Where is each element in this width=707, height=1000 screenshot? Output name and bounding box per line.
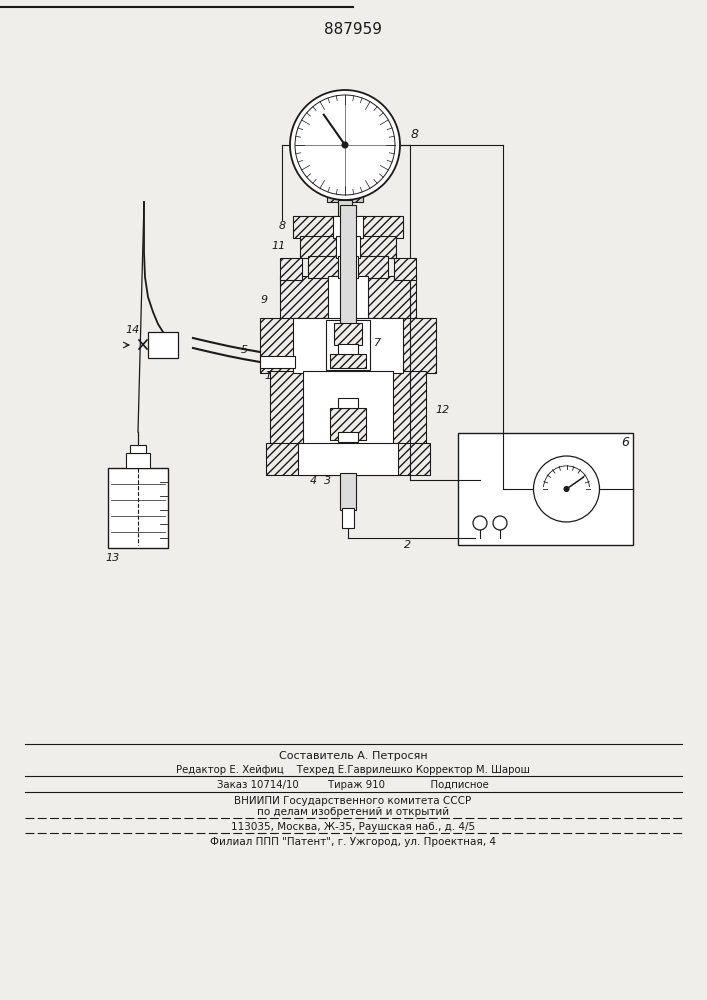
Bar [336, 236, 360, 258]
Text: 8: 8 [411, 128, 419, 141]
Bar [266, 443, 430, 475]
Bar [303, 371, 393, 445]
Bar [293, 318, 403, 373]
Bar [334, 323, 362, 345]
Bar [338, 200, 352, 222]
Bar [333, 216, 363, 238]
Bar [338, 398, 358, 408]
Bar [327, 192, 363, 202]
Circle shape [342, 142, 348, 148]
Bar [338, 256, 358, 278]
Text: 9: 9 [261, 295, 268, 305]
Text: Редактор Е. Хейфиц    Техред Е.Гаврилешко Корректор М. Шарош: Редактор Е. Хейфиц Техред Е.Гаврилешко К… [176, 765, 530, 775]
Bar [270, 371, 426, 445]
Bar [148, 332, 178, 358]
Text: 5: 5 [241, 345, 248, 355]
Bar [298, 443, 398, 475]
Bar [260, 356, 295, 368]
Text: 4: 4 [310, 476, 317, 486]
Circle shape [473, 516, 487, 530]
Bar [340, 220, 350, 240]
Bar [340, 473, 356, 510]
Bar [280, 276, 416, 320]
Text: 113035, Москва, Ж-35, Раушская наб., д. 4/5: 113035, Москва, Ж-35, Раушская наб., д. … [231, 822, 475, 832]
Bar [338, 344, 358, 354]
Bar [300, 236, 396, 258]
Text: 7: 7 [375, 338, 382, 348]
Bar [280, 258, 302, 280]
Bar [130, 445, 146, 453]
Circle shape [493, 516, 507, 530]
Bar [293, 216, 403, 238]
Circle shape [534, 456, 600, 522]
Circle shape [295, 95, 395, 195]
Text: 10: 10 [282, 262, 296, 272]
Text: Заказ 10714/10         Тираж 910              Подписное: Заказ 10714/10 Тираж 910 Подписное [217, 780, 489, 790]
Bar [108, 468, 168, 548]
Bar [260, 318, 436, 373]
Bar [458, 433, 633, 545]
Bar [340, 205, 356, 325]
Text: 3: 3 [325, 476, 332, 486]
Text: 14: 14 [126, 325, 140, 335]
Text: по делам изобретений и открытий: по делам изобретений и открытий [257, 807, 449, 817]
Text: 8: 8 [279, 221, 286, 231]
Text: 6: 6 [621, 436, 629, 450]
Text: ВНИИПИ Государственного комитета СССР: ВНИИПИ Государственного комитета СССР [235, 796, 472, 806]
Bar [326, 320, 370, 370]
Text: Филиал ППП "Патент", г. Ужгород, ул. Проектная, 4: Филиал ППП "Патент", г. Ужгород, ул. Про… [210, 837, 496, 847]
Text: 2: 2 [404, 540, 411, 550]
Circle shape [290, 90, 400, 200]
Text: Составитель А. Петросян: Составитель А. Петросян [279, 751, 427, 761]
Bar [330, 354, 366, 368]
Text: 1: 1 [264, 371, 271, 381]
Bar [328, 276, 368, 320]
Text: 887959: 887959 [324, 22, 382, 37]
Bar [330, 408, 366, 440]
Bar [338, 432, 358, 442]
Text: 13: 13 [106, 553, 120, 563]
Text: 12: 12 [436, 405, 450, 415]
Bar [308, 256, 388, 278]
Bar [126, 453, 150, 468]
Circle shape [564, 487, 569, 491]
Bar [342, 508, 354, 528]
Bar [394, 258, 416, 280]
Text: 11: 11 [271, 241, 286, 251]
